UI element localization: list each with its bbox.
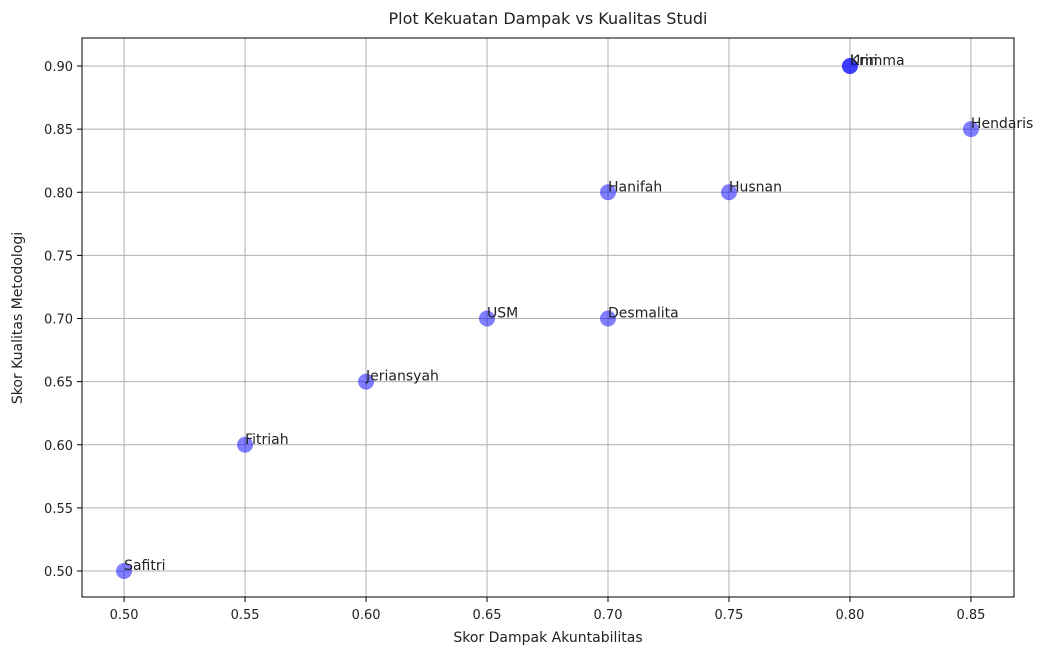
x-tick-label: 0.85 bbox=[956, 608, 985, 623]
point-label: Fitriah bbox=[245, 432, 289, 448]
y-tick-label: 0.65 bbox=[44, 376, 73, 391]
point-label: Safitri bbox=[124, 558, 165, 574]
point-label: Krimma bbox=[850, 53, 905, 69]
x-tick-label: 0.65 bbox=[473, 608, 502, 623]
point-label: Husnan bbox=[729, 179, 782, 195]
x-tick-label: 0.70 bbox=[594, 608, 623, 623]
point bbox=[237, 436, 254, 453]
point-label: Hendaris bbox=[971, 116, 1033, 132]
point bbox=[600, 184, 617, 201]
x-axis-label: Skor Dampak Akuntabilitas bbox=[453, 630, 642, 646]
point bbox=[479, 310, 496, 327]
y-tick-label: 0.70 bbox=[44, 313, 73, 328]
point bbox=[962, 121, 979, 138]
point-label: USM bbox=[487, 306, 518, 322]
y-tick-label: 0.85 bbox=[44, 123, 73, 138]
point bbox=[841, 58, 858, 75]
y-tick-label: 0.50 bbox=[44, 565, 73, 580]
point-label: Hanifah bbox=[608, 179, 662, 195]
plot-frame bbox=[81, 37, 1015, 598]
y-tick-label: 0.55 bbox=[44, 502, 73, 517]
x-tick-label: 0.50 bbox=[110, 608, 139, 623]
point-label: Desmalita bbox=[608, 306, 679, 322]
point bbox=[116, 562, 133, 579]
point bbox=[358, 373, 375, 390]
point bbox=[720, 184, 737, 201]
y-axis-label: Skor Kualitas Metodologi bbox=[10, 232, 26, 404]
point-label: Jeriansyah bbox=[365, 369, 439, 385]
x-tick-label: 0.75 bbox=[715, 608, 744, 623]
x-tick-label: 0.55 bbox=[231, 608, 260, 623]
x-tick-label: 0.60 bbox=[352, 608, 381, 623]
point bbox=[600, 310, 617, 327]
y-tick-label: 0.90 bbox=[44, 60, 73, 75]
y-tick-label: 0.60 bbox=[44, 439, 73, 454]
x-tick-label: 0.80 bbox=[835, 608, 864, 623]
chart-title: Plot Kekuatan Dampak vs Kualitas Studi bbox=[389, 9, 708, 28]
y-tick-label: 0.75 bbox=[44, 249, 73, 264]
y-tick-label: 0.80 bbox=[44, 186, 73, 201]
